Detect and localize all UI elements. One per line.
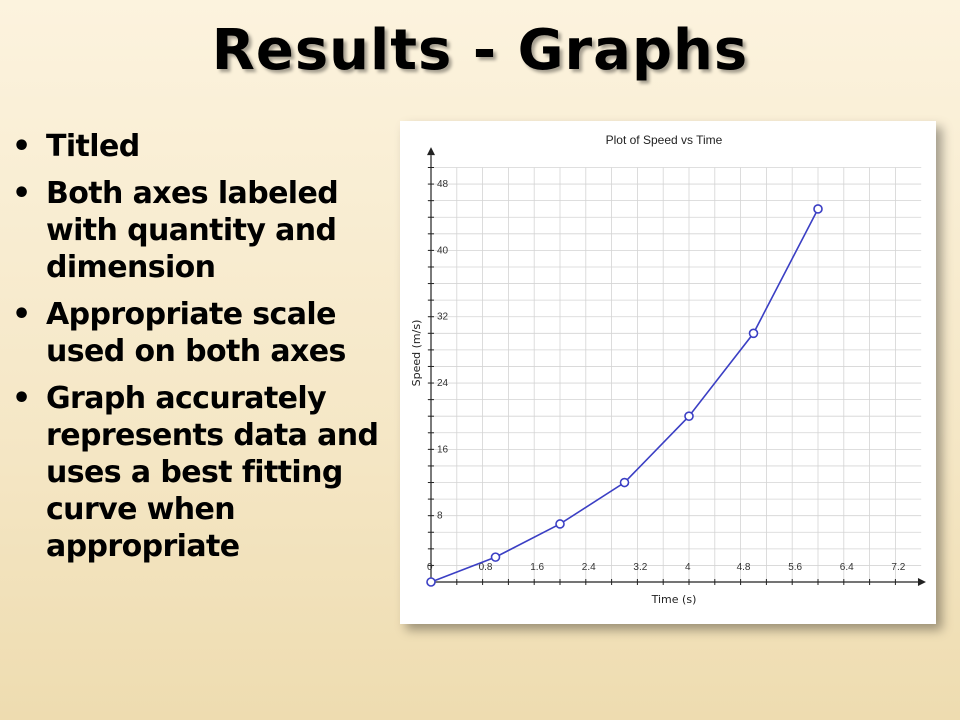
data-point xyxy=(684,411,694,422)
speed-time-chart: 0 0.8 1.6 2.4 3.2 4 4.8 5.6 6.4 7.2 8 16 24 32 40 48 Pl… xyxy=(410,133,926,606)
bullet-icon: • xyxy=(12,381,31,416)
bullet-text: Both axes labeled with quantity and dime… xyxy=(46,176,339,285)
x-axis-arrow-icon xyxy=(917,578,926,586)
bullet-text: Appropriate scale used on both axes xyxy=(46,297,346,369)
x-tick-label: 3.2 xyxy=(633,562,647,573)
chart-ticks: 0 0.8 1.6 2.4 3.2 4 4.8 5.6 6.4 7.2 8 16 24 32 40 48 xyxy=(427,167,906,585)
x-tick-label: 0.8 xyxy=(479,562,493,573)
bullet-item: • Both axes labeled with quantity and dim… xyxy=(10,175,390,286)
bullet-icon: • xyxy=(12,176,31,211)
data-point xyxy=(619,477,630,488)
slide-title: Results - Graphs xyxy=(211,18,749,83)
y-axis-arrow-icon xyxy=(427,147,435,156)
x-tick-label: 2.4 xyxy=(582,562,596,573)
bullet-text: Titled xyxy=(46,129,140,164)
x-axis-label: Time (s) xyxy=(651,593,697,606)
chart-title: Plot of Speed vs Time xyxy=(606,133,723,147)
chart-grid xyxy=(427,167,922,582)
bullet-list: • Titled • Both axes labeled with quantity… xyxy=(10,128,390,575)
x-tick-label: 0 xyxy=(427,562,433,573)
y-tick-label: 8 xyxy=(437,511,443,522)
chart-card: 0 0.8 1.6 2.4 3.2 4 4.8 5.6 6.4 7.2 8 16 24 32 40 48 Pl… xyxy=(400,121,936,624)
chart-series xyxy=(426,204,823,587)
bullet-item: • Graph accurately represents data and us… xyxy=(10,380,390,565)
data-point xyxy=(426,577,436,587)
chart-axes xyxy=(427,147,926,586)
bullet-item: • Titled xyxy=(10,128,390,165)
data-point xyxy=(748,328,759,339)
series-line xyxy=(430,208,819,583)
y-tick-label: 32 xyxy=(437,312,449,323)
data-point xyxy=(555,519,565,529)
y-tick-label: 40 xyxy=(437,245,449,256)
x-tick-label: 5.6 xyxy=(788,562,802,573)
bullet-item: • Appropriate scale used on both axes xyxy=(10,296,390,370)
x-tick-label: 7.2 xyxy=(891,562,905,573)
bullet-text: Graph accurately represents data and use… xyxy=(46,381,379,564)
bullet-icon: • xyxy=(12,297,31,332)
y-tick-label: 24 xyxy=(437,378,449,389)
y-tick-label: 16 xyxy=(437,444,449,455)
x-tick-label: 4 xyxy=(685,562,691,573)
y-axis-label: Speed (m/s) xyxy=(410,320,423,387)
data-point xyxy=(490,552,501,562)
bullet-icon: • xyxy=(12,129,31,164)
x-tick-label: 4.8 xyxy=(737,562,751,573)
x-tick-label: 6.4 xyxy=(840,562,854,573)
data-point xyxy=(813,204,823,214)
x-tick-label: 1.6 xyxy=(530,562,544,573)
y-tick-label: 48 xyxy=(437,179,449,190)
